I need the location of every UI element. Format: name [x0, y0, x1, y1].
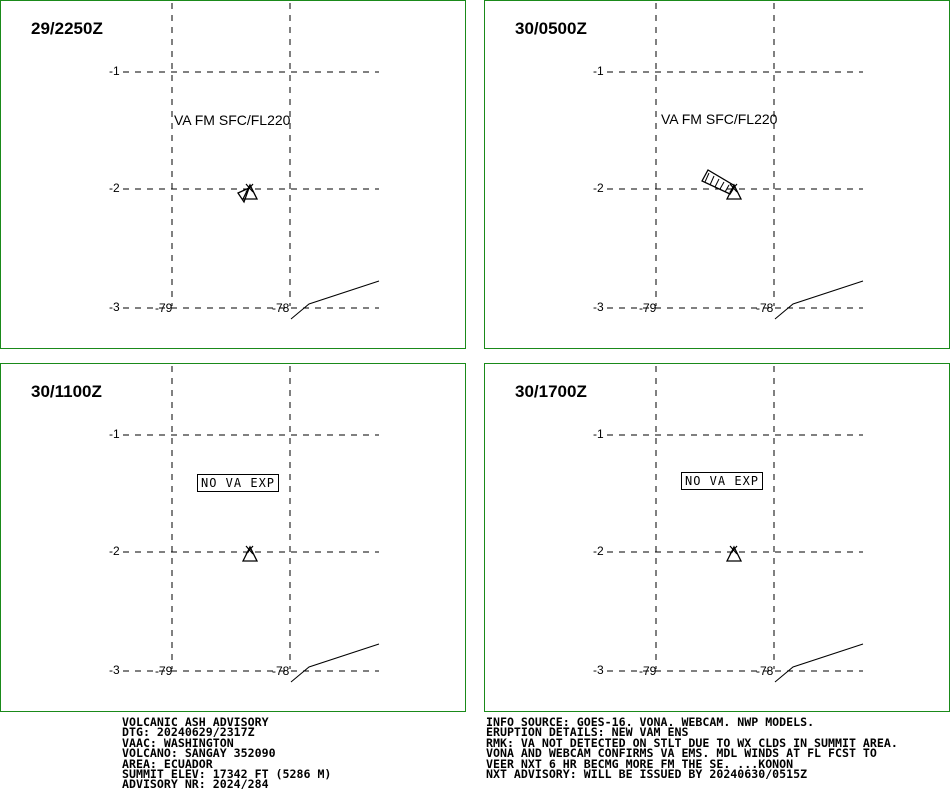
advisory-info-source: INFO SOURCE: GOES-16. VONA. WEBCAM. NWP …	[486, 715, 815, 729]
advisory-title: VOLCANIC ASH ADVISORY	[122, 715, 269, 729]
map-canvas-2	[607, 3, 864, 320]
forecast-time: 30/1100Z	[31, 382, 102, 401]
coastline	[774, 280, 864, 320]
map-canvas-1	[123, 3, 380, 320]
advisory-remark-line: RMK: VA NOT DETECTED ON STLT DUE TO WX C…	[486, 735, 898, 750]
lat-label: -2	[593, 181, 604, 195]
map-canvas-3	[123, 366, 380, 683]
ash-plume-area	[701, 169, 736, 195]
volcano-marker-icon	[245, 183, 254, 193]
lon-label: -79	[155, 301, 173, 315]
lat-label: -1	[593, 64, 604, 78]
advisory-remark-line: VONA AND WEBCAM CONFIRMS VA EMS. MDL WIN…	[486, 746, 877, 761]
coastline	[290, 280, 380, 320]
lat-label: -3	[109, 300, 120, 314]
advisory-remark-line: VEER NXT 6 HR BECMG MORE FM THE SE. ...K…	[486, 756, 794, 771]
ash-label: VA FM SFC/FL220	[661, 111, 778, 127]
forecast-time: 30/0500Z	[515, 19, 587, 38]
coastline	[774, 643, 864, 683]
volcano-marker-icon	[729, 545, 738, 555]
advisory-area: AREA: ECUADOR	[122, 756, 213, 771]
ash-plume-area	[237, 186, 251, 204]
ash-label: VA FM SFC/FL220	[174, 112, 291, 128]
lat-label: -1	[593, 427, 604, 441]
map-panel-1: 29/2250Z -1 -2 -3 -79 -78 VA FM SFC/FL22…	[0, 0, 466, 349]
lat-label: -3	[593, 663, 604, 677]
map-panel-3: 30/1100Z -1 -2 -3 -79 -78 NO VA EXP	[0, 363, 466, 712]
volcano-marker-icon	[245, 545, 254, 555]
advisory-info-right: INFO SOURCE: GOES-16. VONA. WEBCAM. NWP …	[486, 715, 898, 782]
lat-label: -2	[593, 544, 604, 558]
lat-label: -2	[109, 181, 120, 195]
lon-label: -79	[639, 301, 657, 315]
volcano-marker-icon	[729, 183, 738, 193]
forecast-time: 29/2250Z	[31, 19, 103, 38]
coastline	[290, 643, 380, 683]
map-panel-4: 30/1700Z -1 -2 -3 -79 -78 NO VA EXP	[484, 363, 950, 712]
lat-label: -3	[109, 663, 120, 677]
advisory-vaac: VAAC: WASHINGTON	[122, 735, 234, 750]
advisory-eruption-details: ERUPTION DETAILS: NEW VAM ENS	[486, 725, 689, 740]
lat-label: -1	[109, 64, 120, 78]
lat-label: -1	[109, 427, 120, 441]
no-ash-label: NO VA EXP	[681, 472, 764, 490]
forecast-time: 30/1700Z	[515, 382, 587, 401]
advisory-number: ADVISORY NR: 2024/284	[122, 777, 269, 792]
lon-label: -78	[756, 664, 774, 678]
lon-label: -79	[155, 664, 173, 678]
map-panel-2: 30/0500Z -1 -2 -3 -79 -78 VA FM SFC/FL22…	[484, 0, 950, 349]
map-canvas-4	[607, 366, 864, 683]
advisory-summit-elev: SUMMIT ELEV: 17342 FT (5286 M)	[122, 767, 332, 782]
lon-label: -78	[756, 301, 774, 315]
lat-label: -2	[109, 544, 120, 558]
lon-label: -78	[272, 664, 290, 678]
ash-plume-hatching	[704, 172, 730, 193]
lat-label: -3	[593, 300, 604, 314]
lon-label: -79	[639, 664, 657, 678]
advisory-info-left: VOLCANIC ASH ADVISORY DTG: 20240629/2317…	[122, 715, 332, 792]
lon-label: -78	[272, 301, 290, 315]
advisory-dtg: DTG: 20240629/2317Z	[122, 725, 255, 740]
advisory-volcano: VOLCANO: SANGAY 352090	[122, 746, 276, 761]
no-ash-label: NO VA EXP	[197, 474, 280, 492]
advisory-next: NXT ADVISORY: WILL BE ISSUED BY 20240630…	[486, 767, 808, 782]
